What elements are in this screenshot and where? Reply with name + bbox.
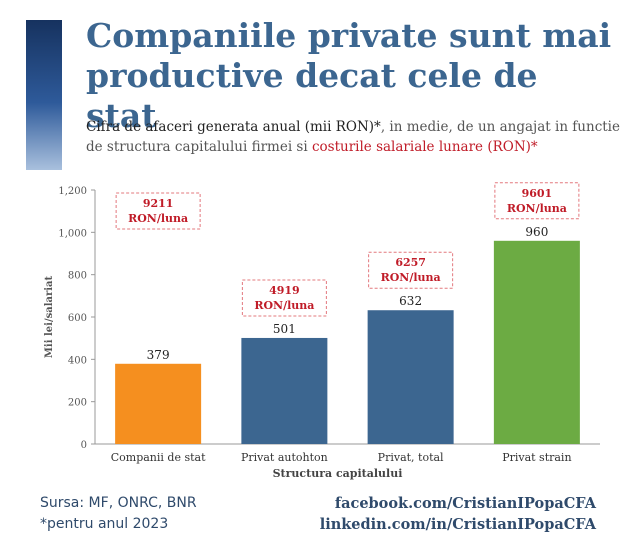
chart-subtitle: Cifra de afaceri generata anual (mii RON… [86,117,621,157]
bar-value-label: 501 [273,322,296,336]
bar [367,310,454,444]
page-title: Companiile private sunt mai productive d… [86,16,616,136]
y-tick-label: 800 [68,271,87,282]
bar-value-label: 632 [399,294,422,308]
annotation-unit: RON/luna [254,299,314,312]
source-text: Sursa: MF, ONRC, BNR [40,495,197,511]
annotation-box [494,182,580,220]
y-tick-label: 0 [81,440,87,451]
category-label: Companii de stat [111,451,206,464]
y-tick-label: 600 [68,313,87,324]
annotation-box [241,279,327,317]
y-axis-label: Mii lei/salariat [44,275,55,358]
facebook-link[interactable]: facebook.com/CristianIPopaCFA [334,495,596,512]
annotation-unit: RON/luna [507,202,567,215]
y-tick-label: 1,200 [58,186,87,197]
bar-chart: 0 200 400 600 800 1,000 1,200 Mii lei/salariat 3… [44,182,600,480]
bar [493,240,580,444]
annotation-unit: RON/luna [381,271,441,284]
bar-value-label: 379 [147,348,170,362]
title-line-2: productive decat cele de stat [86,56,538,135]
annotation-value: 9601 [522,187,553,200]
x-axis-label: Structura capitalului [273,467,403,480]
annotation-box [368,251,454,289]
y-tick-label: 400 [68,355,87,366]
category-label: Privat, total [378,451,444,464]
annotation-value: 6257 [395,256,426,269]
bar-value-label: 960 [525,225,548,239]
subtitle-salary: costurile salariale lunare (RON)* [311,139,538,155]
annotation-box [115,192,201,230]
subtitle-detail: , in medie, de un angajat in functie de … [86,119,620,155]
footnote-text: *pentru anul 2023 [40,516,169,532]
bar [241,337,328,444]
bar [115,363,202,444]
y-tick-label: 1,000 [58,228,87,239]
category-label: Privat autohton [241,451,328,464]
y-tick-label: 200 [68,398,87,409]
title-line-1: Companiile private sunt mai [86,16,612,55]
annotation-value: 9211 [143,197,174,210]
subtitle-main: Cifra de afaceri generata anual (mii RON… [86,119,381,135]
linkedin-link[interactable]: linkedin.com/in/CristianIPopaCFA [319,516,596,533]
category-label: Privat strain [502,451,571,464]
annotation-unit: RON/luna [128,212,188,225]
annotation-value: 4919 [269,284,300,297]
accent-bar [26,20,62,170]
